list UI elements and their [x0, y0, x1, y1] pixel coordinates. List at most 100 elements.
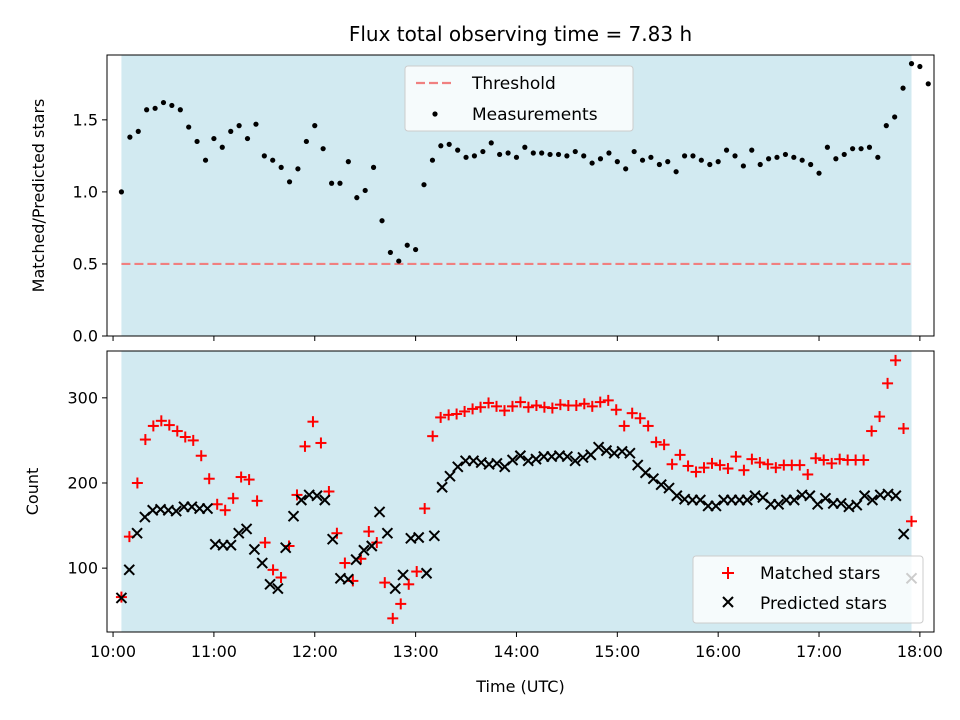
x-b: [710, 500, 722, 512]
matched-star-point: [586, 400, 598, 412]
x-b: [319, 494, 331, 506]
matched-star-point: [147, 420, 159, 432]
x-b: [326, 533, 339, 545]
legend-measurements-swatch: [432, 111, 438, 117]
y-tick-label: 0.5: [73, 254, 98, 273]
measurement-point: [219, 144, 225, 150]
x-b: [131, 527, 143, 539]
x-tick-label: 10:00: [90, 642, 136, 661]
predicted-star-point: [233, 527, 245, 539]
predicted-star-point: [311, 490, 323, 502]
y-tick-label: 1.0: [73, 182, 98, 201]
measurement-point: [564, 153, 570, 159]
measurement-point: [169, 102, 175, 109]
x-b: [483, 458, 495, 470]
top-legend-box: [404, 65, 634, 132]
measurement-point: [833, 156, 839, 162]
x-tick-label: 12:00: [292, 642, 338, 661]
x-b: [874, 489, 886, 501]
matched-star-point: [658, 439, 670, 451]
x-b: [897, 528, 910, 540]
matched-star-point: [578, 398, 590, 410]
measurement-point: [455, 147, 461, 153]
matched-star-point: [514, 396, 526, 408]
x-b: [671, 490, 683, 502]
y-tick-label: 200: [67, 473, 98, 492]
measurement-point: [194, 138, 200, 145]
measurement-point: [379, 218, 385, 224]
matched-star-point: [171, 425, 183, 437]
measurement-point: [312, 123, 318, 129]
measurement-point: [513, 154, 520, 160]
x-b: [491, 457, 503, 470]
predicted-star-point: [577, 451, 589, 464]
top-y-ticks: 0.0 0.5 1.0 1.5: [73, 110, 107, 346]
measurement-point: [774, 154, 780, 160]
x-b: [694, 494, 707, 506]
measurement-point: [757, 161, 763, 168]
x-b: [240, 523, 253, 535]
bottom-y-ticks: 100 200 300: [67, 388, 107, 578]
measurement-point: [530, 150, 536, 156]
predicted-star-point: [530, 453, 542, 465]
measurement-point: [413, 246, 419, 253]
predicted-star-point: [366, 540, 378, 552]
predicted-star-point: [890, 490, 902, 502]
x-tick-label: 17:00: [796, 642, 842, 661]
count-panel: 100 200 300 10:00 11:00 12:00 13:00 14:00 15:00…: [23, 350, 943, 696]
bottom-axes-frame: [106, 350, 935, 633]
x-b: [256, 557, 268, 569]
measurement-point: [118, 189, 125, 195]
top-x-ticks: [112, 336, 921, 341]
predicted-star-point: [201, 502, 214, 515]
measurement-point: [177, 107, 183, 113]
predicted-star-point: [389, 582, 401, 595]
x-b: [608, 447, 620, 459]
legend-matched-swatch: [722, 567, 734, 579]
matched-star-point: [626, 407, 638, 419]
measurement-point: [421, 182, 427, 188]
measurement-point: [698, 157, 704, 163]
matched-star-point: [826, 457, 838, 469]
measurement-point: [824, 144, 830, 150]
x-b: [592, 441, 605, 453]
matched-star-point: [794, 459, 806, 471]
y-tick-label: 300: [67, 388, 98, 407]
matched-star-point: [818, 454, 830, 466]
matched-star-point: [882, 377, 894, 389]
x-b: [373, 506, 386, 518]
matched-star-point: [427, 430, 439, 442]
matched-star-point: [403, 578, 415, 590]
x-b: [366, 540, 378, 552]
measurement-point: [665, 159, 671, 165]
x-b: [545, 450, 558, 463]
predicted-star-point: [358, 544, 370, 556]
x-b: [444, 470, 456, 482]
measurement-point: [816, 170, 822, 176]
predicted-stars-points: [115, 441, 918, 604]
x-b: [741, 494, 753, 506]
measurement-point: [681, 153, 688, 159]
x-b: [420, 567, 433, 579]
predicted-star-point: [897, 528, 910, 540]
x-b: [201, 502, 214, 515]
matched-star-point: [506, 400, 518, 412]
matched-star-point: [530, 399, 542, 411]
legend-threshold-label: Threshold: [471, 74, 556, 94]
measurement-point: [228, 128, 234, 134]
y-tick-label: 100: [67, 559, 98, 578]
bottom-x-ticks: 10:00 11:00 12:00 13:00 14:00 15:00 16:00 17:00…: [90, 632, 943, 661]
predicted-star-point: [264, 578, 276, 591]
x-b: [843, 501, 855, 513]
matched-star-point: [522, 401, 534, 413]
predicted-star-point: [272, 582, 284, 595]
predicted-star-point: [710, 500, 722, 512]
predicted-star-point: [436, 481, 448, 493]
top-chart-title: Flux total observing time = 7.83 h: [349, 22, 692, 46]
predicted-star-point: [647, 473, 660, 485]
top-y-axis-label: Matched/Predicted stars: [29, 99, 48, 293]
x-b: [639, 467, 652, 479]
matched-star-point: [131, 477, 143, 489]
measurement-point: [286, 179, 293, 185]
predicted-star-point: [491, 457, 503, 470]
